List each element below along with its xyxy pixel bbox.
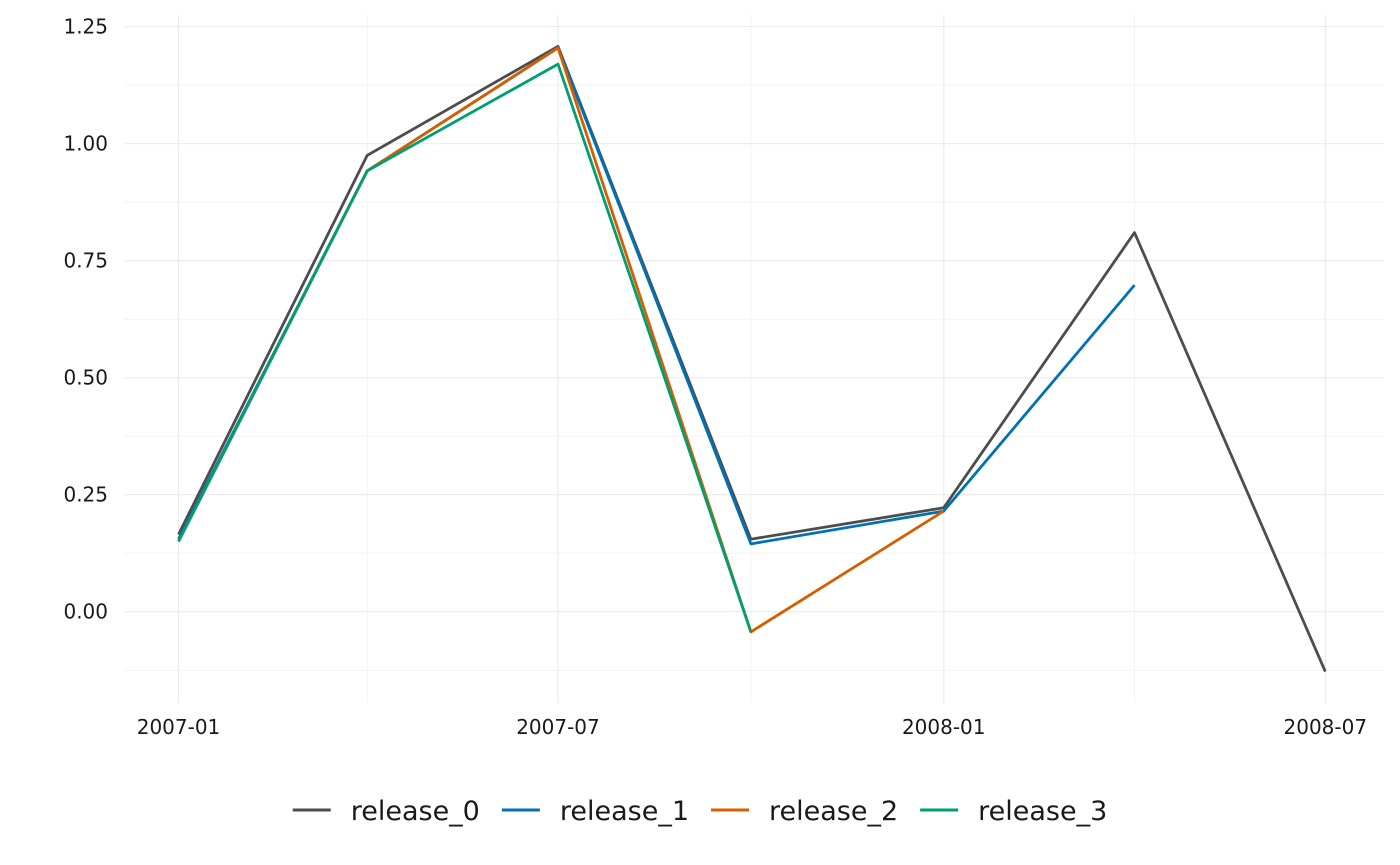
y-tick-label: 1.00 [63, 132, 108, 156]
x-tick-label: 2008-07 [1284, 715, 1368, 739]
x-tick-label: 2007-01 [137, 715, 221, 739]
series-line-release_3 [177, 62, 753, 633]
legend-label: release_1 [560, 796, 689, 827]
legend-label: release_0 [351, 796, 480, 827]
y-tick-label: 0.50 [63, 366, 108, 390]
legend: release_0 release_1 release_2 release_3 [292, 796, 1107, 827]
y-tick-label: 0.25 [63, 483, 108, 507]
series-line-release_2 [177, 46, 945, 634]
x-tick-label: 2007-07 [516, 715, 600, 739]
series-line-release_0 [177, 45, 1327, 673]
y-tick-label: 0.00 [63, 600, 108, 624]
grid-lines [124, 15, 1384, 703]
series-lines [177, 45, 1327, 673]
y-axis: 0.00 0.25 0.50 0.75 1.00 1.25 [63, 15, 108, 624]
y-tick-label: 1.25 [63, 15, 108, 39]
legend-label: release_3 [978, 796, 1107, 827]
x-axis: 2007-01 2007-07 2008-01 2008-07 [137, 715, 1367, 739]
legend-label: release_2 [769, 796, 898, 827]
x-tick-label: 2008-01 [902, 715, 986, 739]
y-tick-label: 0.75 [63, 249, 108, 273]
